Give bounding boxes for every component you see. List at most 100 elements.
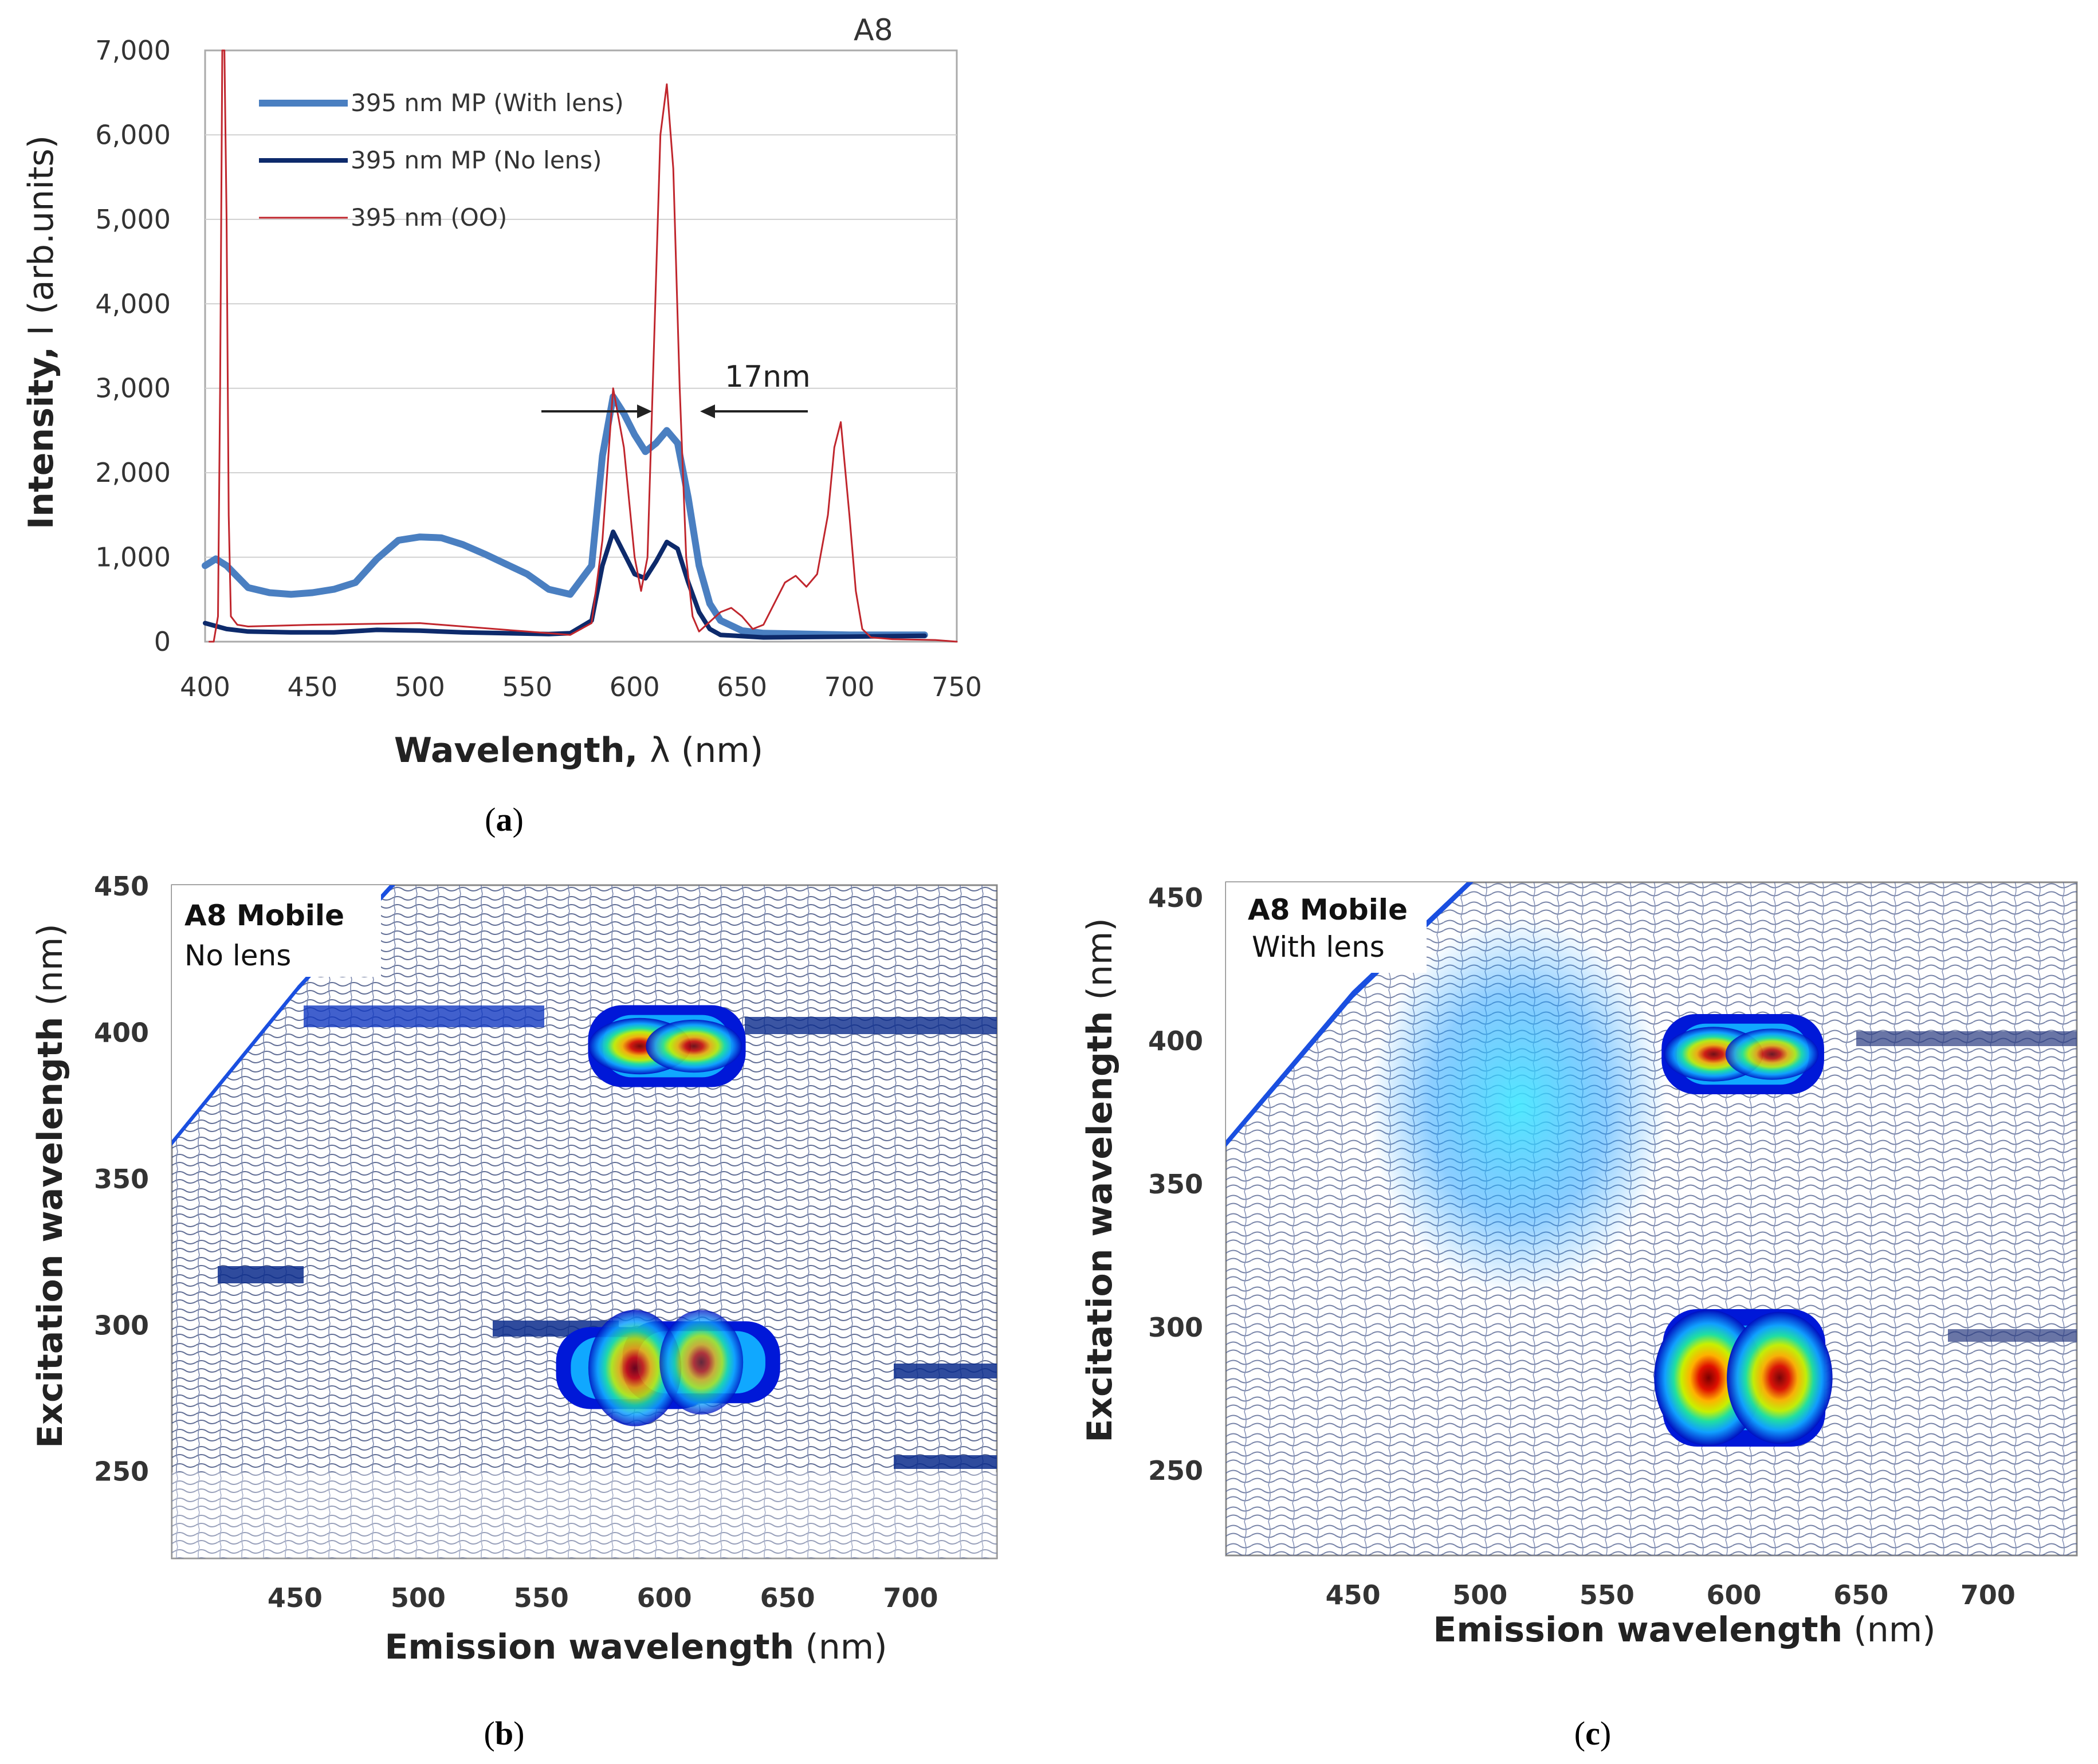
x-tick-labels-a: 400 450 500 550 600 650 700 750 (180, 671, 982, 702)
x-tick-label: 650 (1833, 1580, 1888, 1610)
intensity-peaks-c (1654, 1014, 1833, 1447)
legend-label-1: 395 nm MP (With lens) (351, 89, 624, 117)
y-tick-label: 400 (1148, 1026, 1203, 1056)
x-tick-label: 700 (824, 671, 875, 702)
caption-letter-b: b (495, 1715, 513, 1752)
y-tick-label: 4,000 (95, 288, 171, 319)
y-tick-label: 0 (154, 626, 171, 657)
arrow-right-head (637, 404, 652, 418)
x-tick-label: 550 (502, 671, 552, 702)
x-tick-label: 450 (1326, 1580, 1381, 1610)
x-tick-label: 700 (1961, 1580, 2016, 1610)
x-title-c-bold: Emission wavelength (1433, 1610, 1842, 1650)
legend-label-2: 395 nm MP (No lens) (351, 146, 602, 174)
y-tick-label: 3,000 (95, 373, 171, 404)
x-tick-label: 450 (268, 1582, 323, 1613)
x-axis-title-c: Emission wavelength (nm) (1433, 1610, 1935, 1650)
stripe-c-1 (1856, 1031, 2077, 1046)
y-axis-title-c: Excitation wavelength (nm) (1080, 918, 1120, 1442)
x-title-b-unit: (nm) (794, 1627, 887, 1667)
box-title-b: A8 Mobile (184, 899, 344, 932)
contour-background-b (172, 885, 997, 1558)
x-tick-labels-b: 450 500 550 600 650 700 (268, 1582, 938, 1613)
x-tick-label: 700 (883, 1582, 938, 1613)
x-tick-label: 750 (932, 671, 982, 702)
y-tick-label: 300 (94, 1310, 149, 1341)
scatter-glow-c (1369, 917, 1667, 1295)
x-axis-title-a: Wavelength, λ (nm) (394, 730, 763, 771)
x-tick-label: 500 (391, 1582, 446, 1613)
stripe-b-2 (745, 1017, 997, 1034)
x-axis-title-b: Emission wavelength (nm) (384, 1627, 887, 1667)
x-tick-labels-c: 450 500 550 600 650 700 (1326, 1580, 2016, 1610)
y-axis-title-b: Excitation wavelength (nm) (30, 924, 70, 1448)
series-line-3 (209, 49, 958, 643)
series-line-2 (203, 529, 927, 640)
y-tick-label: 400 (94, 1017, 149, 1048)
x-tick-label: 500 (395, 671, 445, 702)
panel-caption-b: (b) (484, 1715, 525, 1752)
legend-label-3: 395 nm (OO) (351, 203, 507, 231)
y-tick-labels-a: 0 1,000 2,000 3,000 4,000 5,000 6,000 7,000 (95, 35, 171, 657)
contour-fade-bottom-b (172, 1472, 997, 1558)
panel-a-line-chart: 0 1,000 2,000 3,000 4,000 5,000 6,000 7,000 400… (21, 13, 982, 838)
caption-letter-c: c (1585, 1715, 1600, 1752)
box-subtitle-b: No lens (184, 939, 291, 972)
y-tick-label: 2,000 (95, 457, 171, 488)
x-tick-label: 600 (637, 1582, 692, 1613)
panel-caption-c: (c) (1574, 1715, 1611, 1752)
x-title-bold: Wavelength, (394, 730, 650, 771)
y-tick-label: 250 (1148, 1455, 1203, 1486)
y-tick-labels-c: 250 300 350 400 450 (1148, 882, 1203, 1486)
stripe-c-2 (1948, 1329, 2077, 1342)
x-tick-label: 550 (514, 1582, 569, 1613)
box-title-c: A8 Mobile (1248, 893, 1408, 926)
x-title-c-unit: (nm) (1842, 1610, 1935, 1650)
panel-b-heatmap: 250 300 350 400 450 450 500 550 600 650 700 A8 Mo… (30, 871, 998, 1752)
y-title-rest: I (arb.units) (21, 135, 61, 347)
stripe-b-5 (218, 1266, 304, 1283)
intensity-peaks-b (556, 1005, 780, 1427)
contour-lines-b (172, 885, 997, 1558)
legend-a: 395 nm MP (With lens) 395 nm MP (No lens)… (259, 89, 624, 231)
x-title-b-bold: Emission wavelength (384, 1627, 794, 1667)
stripe-b-4 (894, 1364, 997, 1378)
peak-spot (588, 1310, 682, 1427)
y-tick-label: 7,000 (95, 35, 171, 66)
peak-spot (1727, 1311, 1833, 1444)
x-tick-label: 400 (180, 671, 230, 702)
label-box-c (1237, 887, 1427, 973)
x-tick-label: 650 (760, 1582, 815, 1613)
series-line-1 (202, 393, 928, 639)
y-tick-label: 300 (1148, 1312, 1203, 1343)
plot-area-a (204, 49, 958, 643)
y-tick-labels-b: 250 300 350 400 450 (94, 871, 149, 1487)
box-subtitle-c: With lens (1252, 930, 1385, 964)
gridlines-a (205, 134, 957, 558)
y-axis-title-a: Intensity, I (arb.units) (21, 135, 61, 529)
x-title-symbol: λ (650, 730, 670, 771)
contour-lines-c (1226, 882, 2077, 1555)
y-title-b-unit: (nm) (30, 924, 70, 1016)
stripe-b-1 (304, 1005, 544, 1027)
fwhm-annotation: 17nm (541, 360, 811, 418)
series-lines-a (202, 49, 958, 643)
y-tick-label: 5,000 (95, 204, 171, 235)
panel-c-heatmap: 250 300 350 400 450 450 500 550 600 650 700 A8 Mo… (1080, 881, 2078, 1752)
y-title-c-bold: Excitation wavelength (1080, 1011, 1120, 1443)
y-tick-label: 250 (94, 1456, 149, 1487)
arrow-left-head (700, 404, 715, 418)
x-tick-label: 550 (1580, 1580, 1635, 1610)
y-title-b-bold: Excitation wavelength (30, 1017, 70, 1448)
y-tick-label: 1,000 (95, 542, 171, 573)
y-tick-label: 450 (94, 871, 149, 902)
x-tick-label: 600 (1707, 1580, 1762, 1610)
sample-tag-a: A8 (854, 13, 893, 48)
fwhm-label: 17nm (725, 360, 811, 394)
label-box-b (175, 891, 381, 977)
peak-spot (646, 1019, 742, 1073)
x-tick-label: 500 (1452, 1580, 1507, 1610)
x-tick-label: 650 (717, 671, 767, 702)
stripe-b-6 (894, 1455, 997, 1469)
